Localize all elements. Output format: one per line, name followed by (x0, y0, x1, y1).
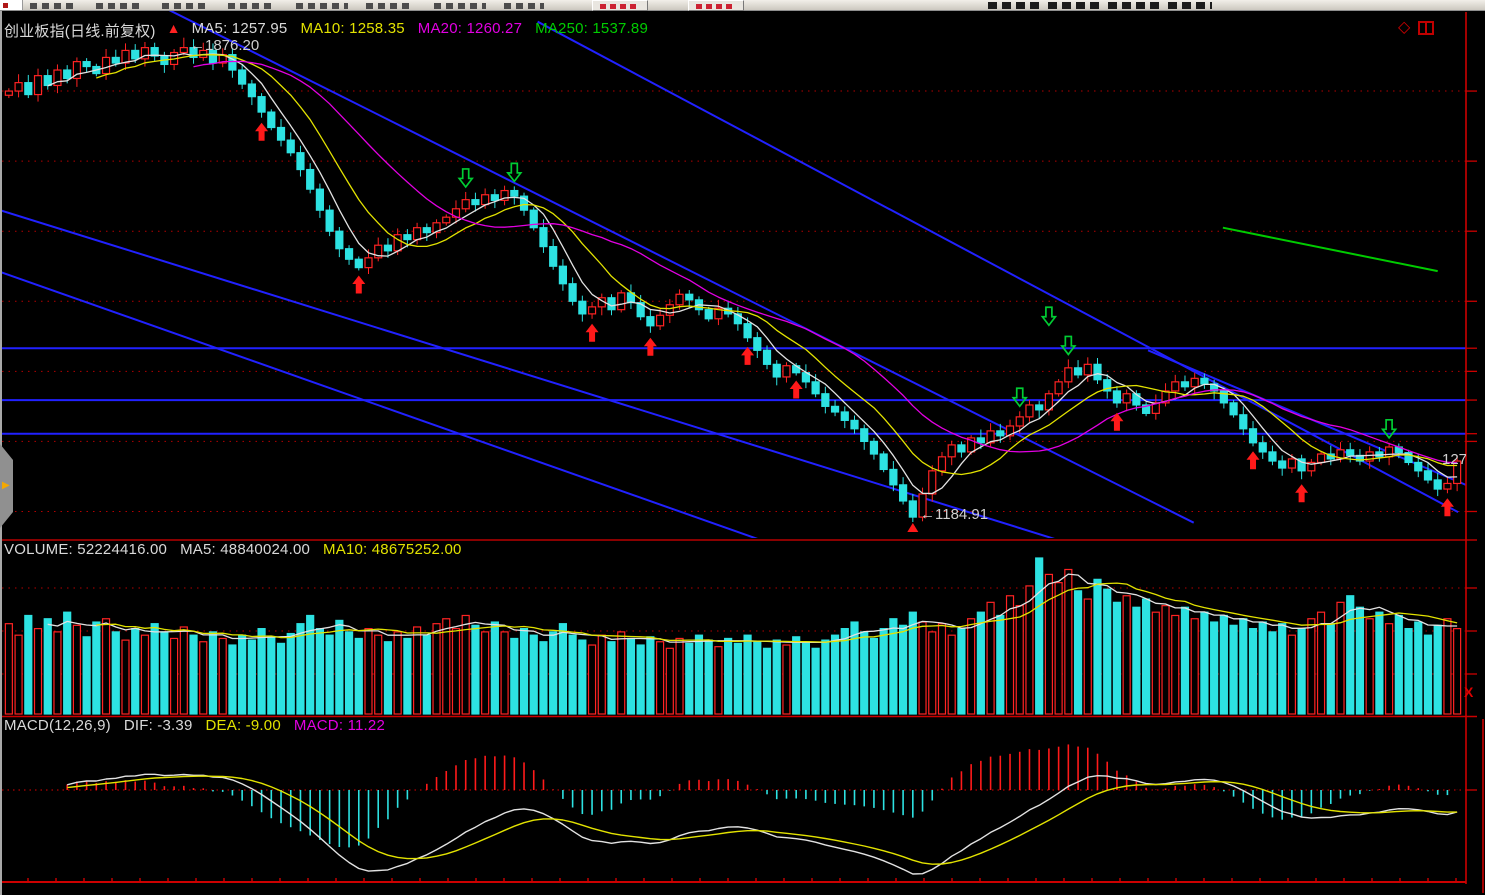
expand-arrow-icon: ▶ (2, 480, 10, 491)
dif-value: DIF: -3.39 (123, 717, 193, 734)
macd-header: MACD(12,26,9) DIF: -3.39 DEA: -9.00 MACD… (4, 717, 385, 734)
red-text-mark (600, 4, 640, 9)
close-indicator-button[interactable]: X (1464, 684, 1474, 700)
menu-item-bold[interactable] (1168, 2, 1212, 9)
window-corner-icons: ◇ (1398, 19, 1435, 36)
menu-item[interactable] (30, 3, 76, 9)
menu-item-bold[interactable] (1108, 2, 1164, 9)
menu-button-red[interactable] (592, 0, 648, 11)
menu-item[interactable] (96, 3, 142, 9)
left-pointer-icon: ← (920, 506, 935, 523)
menu-button-red[interactable] (688, 0, 744, 11)
menu-item[interactable] (434, 3, 486, 9)
menu-item[interactable] (366, 3, 412, 9)
pane-divider (1425, 23, 1428, 33)
diamond-icon[interactable]: ◇ (1398, 19, 1411, 36)
ma20-value: MA20: 1260.27 (417, 20, 523, 37)
menu-item[interactable] (296, 3, 348, 9)
menu-item[interactable] (228, 3, 274, 9)
dea-value: DEA: -9.00 (205, 717, 281, 734)
volume-value: VOLUME: 52224416.00 (4, 541, 168, 558)
instrument-title: 创业板指(日线.前复权) (4, 23, 156, 40)
main-chart-header: 创业板指(日线.前复权) ▲ MA5: 1257.95 MA10: 1258.3… (4, 20, 648, 41)
high-price-annotation: ←1876.20 (190, 37, 259, 54)
low-price-annotation: ←1184.91 (920, 506, 988, 523)
menu-item[interactable] (504, 3, 544, 9)
macd-name: MACD(12,26,9) (4, 717, 111, 734)
ma10-value: MA10: 1258.35 (300, 20, 405, 37)
macd-value: MACD: 11.22 (293, 717, 385, 734)
menu-item-bold[interactable] (1048, 2, 1102, 9)
left-pointer-icon: ← (190, 37, 205, 54)
volume-header: VOLUME: 52224416.00 MA5: 48840024.00 MA1… (4, 541, 462, 558)
high-price-value: 1876.20 (205, 37, 260, 54)
menu-item-bold[interactable] (988, 2, 1042, 9)
low-price-value: 1184.91 (935, 506, 989, 523)
menu-bar (0, 0, 1485, 11)
app-icon-mark (3, 3, 8, 8)
volume-ma10-value: MA10: 48675252.00 (323, 541, 462, 558)
red-text-mark (696, 4, 736, 9)
side-panel-handle[interactable]: ▶ (0, 444, 13, 528)
app-icon[interactable] (0, 0, 23, 10)
ma5-value: MA5: 1257.95 (191, 20, 288, 37)
menu-item[interactable] (162, 3, 208, 9)
volume-ma5-value: MA5: 48840024.00 (180, 541, 311, 558)
up-arrow-icon: ▲ (166, 20, 181, 36)
last-price-label-clipped: 127 (1442, 451, 1466, 468)
split-window-icon[interactable] (1418, 21, 1435, 35)
ma250-value: MA250: 1537.89 (535, 20, 649, 37)
